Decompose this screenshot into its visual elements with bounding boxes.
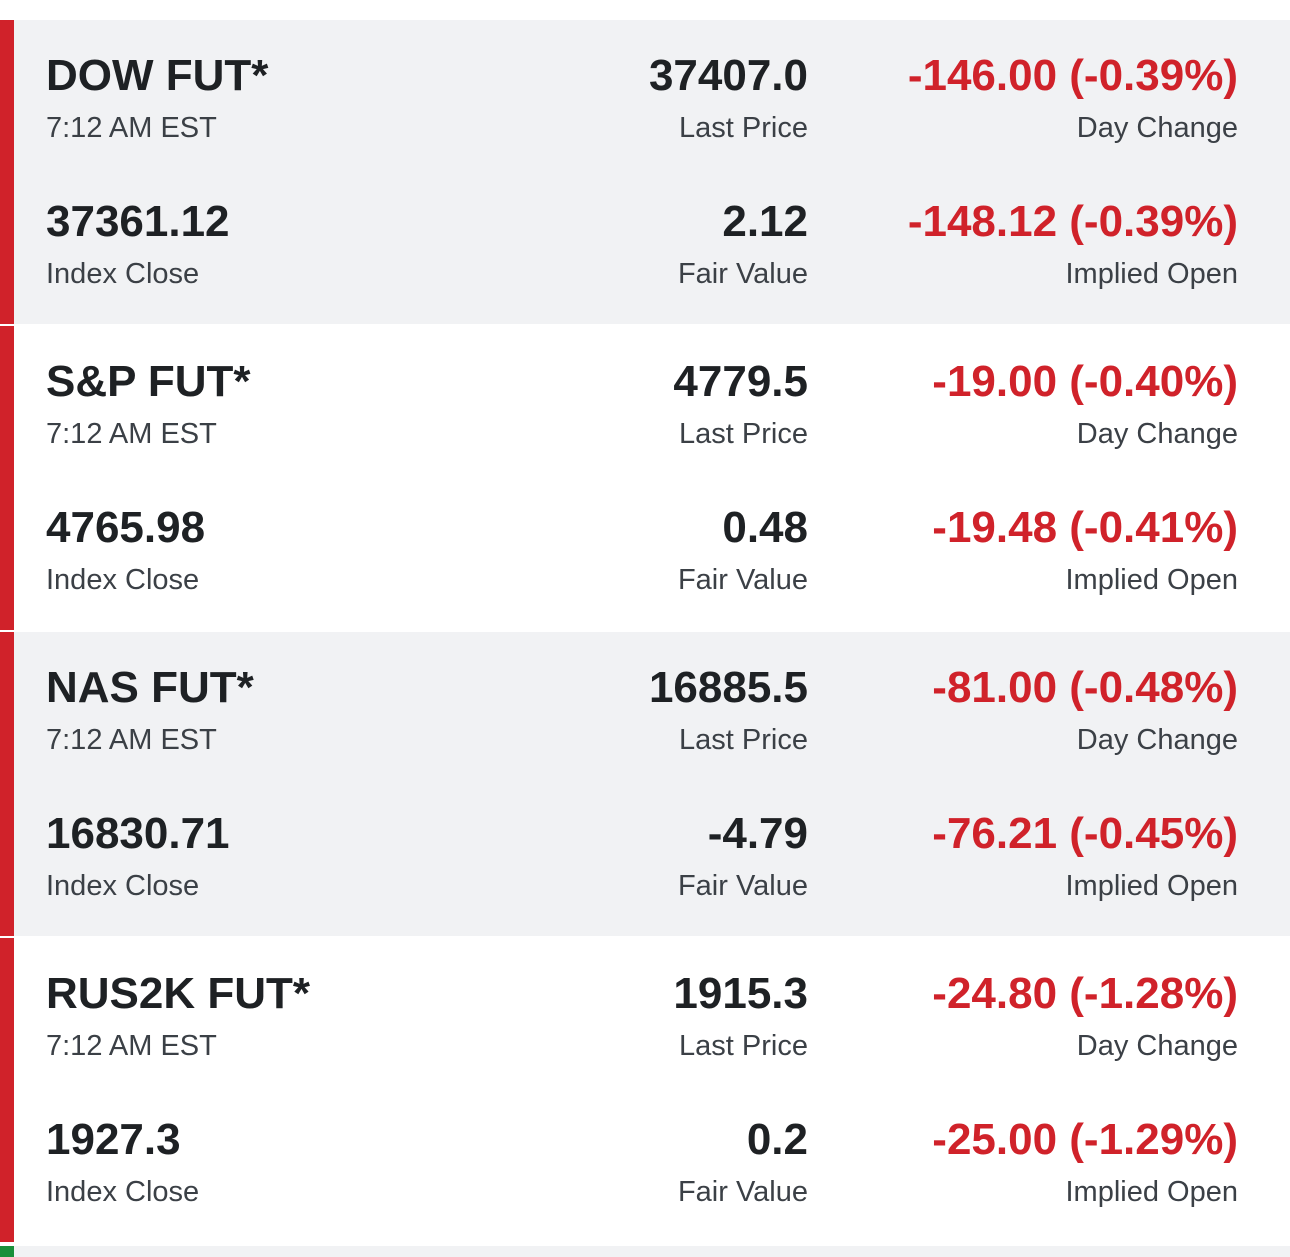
- next-card-edge: [0, 1246, 1290, 1257]
- instrument-cell: RUS2K FUT* 7:12 AM EST: [46, 966, 526, 1066]
- last-price-cell: 1915.3 Last Price: [468, 966, 808, 1066]
- futures-card-rus2k[interactable]: RUS2K FUT* 7:12 AM EST 1915.3 Last Price…: [0, 938, 1290, 1244]
- fair-value-row: 16830.71 Index Close -4.79 Fair Value -7…: [46, 806, 1238, 916]
- fair-value-row: 37361.12 Index Close 2.12 Fair Value -14…: [46, 194, 1238, 304]
- implied-open-cell: -76.21 (-0.45%) Implied Open: [818, 806, 1238, 906]
- futures-card-nas[interactable]: NAS FUT* 7:12 AM EST 16885.5 Last Price …: [0, 632, 1290, 938]
- implied-open-label: Implied Open: [1065, 258, 1239, 290]
- last-price-label: Last Price: [679, 418, 808, 450]
- day-change-cell: -81.00 (-0.48%) Day Change: [818, 660, 1238, 760]
- fair-value-cell: 0.2 Fair Value: [468, 1112, 808, 1212]
- last-price-value: 4779.5: [673, 357, 808, 406]
- implied-open-cell: -19.48 (-0.41%) Implied Open: [818, 500, 1238, 600]
- index-close-label: Index Close: [46, 1176, 200, 1208]
- quote-row: RUS2K FUT* 7:12 AM EST 1915.3 Last Price…: [46, 966, 1238, 1076]
- index-close-cell: 1927.3 Index Close: [46, 1112, 526, 1212]
- fair-value-label: Fair Value: [677, 564, 808, 596]
- day-change-cell: -19.00 (-0.40%) Day Change: [818, 354, 1238, 454]
- fair-value-label: Fair Value: [677, 258, 808, 290]
- implied-open-value: -76.21 (-0.45%): [932, 809, 1238, 858]
- futures-card-dow[interactable]: DOW FUT* 7:12 AM EST 37407.0 Last Price …: [0, 20, 1290, 326]
- day-change-label: Day Change: [1076, 418, 1238, 450]
- quote-row: NAS FUT* 7:12 AM EST 16885.5 Last Price …: [46, 660, 1238, 770]
- last-price-label: Last Price: [679, 1030, 808, 1062]
- fair-value-cell: -4.79 Fair Value: [468, 806, 808, 906]
- futures-card-sp[interactable]: S&P FUT* 7:12 AM EST 4779.5 Last Price -…: [0, 326, 1290, 632]
- instrument-name[interactable]: RUS2K FUT*: [46, 969, 311, 1018]
- instrument-cell: NAS FUT* 7:12 AM EST: [46, 660, 526, 760]
- index-close-cell: 16830.71 Index Close: [46, 806, 526, 906]
- day-change-cell: -146.00 (-0.39%) Day Change: [818, 48, 1238, 148]
- index-close-value: 4765.98: [46, 503, 206, 552]
- futures-list: DOW FUT* 7:12 AM EST 37407.0 Last Price …: [0, 20, 1290, 1244]
- instrument-cell: DOW FUT* 7:12 AM EST: [46, 48, 526, 148]
- implied-open-value: -19.48 (-0.41%): [932, 503, 1238, 552]
- implied-open-label: Implied Open: [1065, 564, 1239, 596]
- implied-open-label: Implied Open: [1065, 1176, 1239, 1208]
- quote-time: 7:12 AM EST: [46, 418, 217, 450]
- negative-accent-bar: [0, 326, 14, 630]
- index-close-value: 37361.12: [46, 197, 230, 246]
- index-close-cell: 4765.98 Index Close: [46, 500, 526, 600]
- instrument-cell: S&P FUT* 7:12 AM EST: [46, 354, 526, 454]
- index-close-value: 16830.71: [46, 809, 230, 858]
- index-close-value: 1927.3: [46, 1115, 181, 1164]
- negative-accent-bar: [0, 20, 14, 324]
- last-price-value: 37407.0: [648, 51, 808, 100]
- index-close-label: Index Close: [46, 258, 200, 290]
- instrument-name[interactable]: NAS FUT*: [46, 663, 254, 712]
- quote-row: S&P FUT* 7:12 AM EST 4779.5 Last Price -…: [46, 354, 1238, 464]
- index-close-label: Index Close: [46, 564, 200, 596]
- positive-accent-bar: [0, 1246, 14, 1257]
- fair-value-label: Fair Value: [677, 870, 808, 902]
- fair-value-row: 4765.98 Index Close 0.48 Fair Value -19.…: [46, 500, 1238, 610]
- last-price-value: 16885.5: [648, 663, 808, 712]
- day-change-value: -146.00 (-0.39%): [907, 51, 1238, 100]
- fair-value-value: 2.12: [722, 197, 808, 246]
- implied-open-value: -148.12 (-0.39%): [907, 197, 1238, 246]
- fair-value-label: Fair Value: [677, 1176, 808, 1208]
- negative-accent-bar: [0, 938, 14, 1242]
- last-price-cell: 16885.5 Last Price: [468, 660, 808, 760]
- fair-value-cell: 0.48 Fair Value: [468, 500, 808, 600]
- fair-value-cell: 2.12 Fair Value: [468, 194, 808, 294]
- quote-row: DOW FUT* 7:12 AM EST 37407.0 Last Price …: [46, 48, 1238, 158]
- day-change-value: -81.00 (-0.48%): [932, 663, 1238, 712]
- index-close-label: Index Close: [46, 870, 200, 902]
- implied-open-cell: -148.12 (-0.39%) Implied Open: [818, 194, 1238, 294]
- fair-value-value: 0.48: [722, 503, 808, 552]
- implied-open-cell: -25.00 (-1.29%) Implied Open: [818, 1112, 1238, 1212]
- instrument-name[interactable]: S&P FUT*: [46, 357, 251, 406]
- fair-value-row: 1927.3 Index Close 0.2 Fair Value -25.00…: [46, 1112, 1238, 1222]
- implied-open-label: Implied Open: [1065, 870, 1239, 902]
- day-change-label: Day Change: [1076, 1030, 1238, 1062]
- negative-accent-bar: [0, 632, 14, 936]
- day-change-label: Day Change: [1076, 724, 1238, 756]
- instrument-name[interactable]: DOW FUT*: [46, 51, 269, 100]
- implied-open-value: -25.00 (-1.29%): [932, 1115, 1238, 1164]
- last-price-value: 1915.3: [673, 969, 808, 1018]
- day-change-cell: -24.80 (-1.28%) Day Change: [818, 966, 1238, 1066]
- fair-value-value: -4.79: [707, 809, 808, 858]
- day-change-label: Day Change: [1076, 112, 1238, 144]
- day-change-value: -19.00 (-0.40%): [932, 357, 1238, 406]
- last-price-label: Last Price: [679, 724, 808, 756]
- day-change-value: -24.80 (-1.28%): [932, 969, 1238, 1018]
- quote-time: 7:12 AM EST: [46, 724, 217, 756]
- last-price-label: Last Price: [679, 112, 808, 144]
- last-price-cell: 4779.5 Last Price: [468, 354, 808, 454]
- index-close-cell: 37361.12 Index Close: [46, 194, 526, 294]
- fair-value-value: 0.2: [746, 1115, 808, 1164]
- quote-time: 7:12 AM EST: [46, 112, 217, 144]
- last-price-cell: 37407.0 Last Price: [468, 48, 808, 148]
- quote-time: 7:12 AM EST: [46, 1030, 217, 1062]
